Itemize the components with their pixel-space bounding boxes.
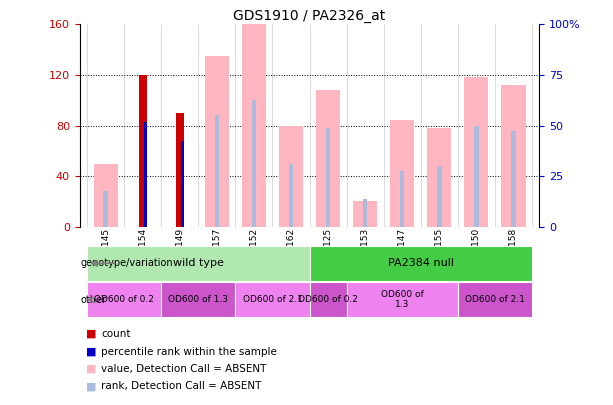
Bar — [235, 282, 310, 317]
Bar — [87, 246, 310, 281]
Text: OD600 of
1.3: OD600 of 1.3 — [381, 290, 424, 309]
Bar — [346, 282, 458, 317]
Bar — [316, 90, 340, 227]
Bar — [289, 164, 293, 227]
Text: OD600 of 1.3: OD600 of 1.3 — [169, 295, 228, 304]
Bar — [501, 85, 525, 227]
Bar — [205, 56, 229, 227]
Bar — [437, 166, 441, 227]
Bar — [161, 282, 235, 317]
Bar — [310, 282, 346, 317]
Text: wild type: wild type — [173, 258, 224, 268]
Text: other: other — [80, 295, 107, 305]
Text: ■: ■ — [86, 329, 96, 339]
Bar — [363, 199, 367, 227]
Bar — [94, 164, 118, 227]
Text: percentile rank within the sample: percentile rank within the sample — [101, 347, 277, 356]
Bar — [176, 113, 184, 227]
Bar — [458, 282, 532, 317]
Text: OD600 of 0.2: OD600 of 0.2 — [298, 295, 358, 304]
Bar — [390, 121, 414, 227]
Text: rank, Detection Call = ABSENT: rank, Detection Call = ABSENT — [101, 382, 262, 391]
Bar — [215, 115, 219, 227]
Bar — [353, 202, 377, 227]
Text: count: count — [101, 329, 131, 339]
Text: ■: ■ — [86, 382, 96, 391]
Bar — [310, 246, 532, 281]
Text: value, Detection Call = ABSENT: value, Detection Call = ABSENT — [101, 364, 267, 374]
Text: OD600 of 2.1: OD600 of 2.1 — [465, 295, 525, 304]
Bar — [252, 100, 256, 227]
Bar — [242, 24, 266, 227]
Bar — [145, 122, 147, 227]
Text: OD600 of 2.1: OD600 of 2.1 — [243, 295, 302, 304]
Bar — [279, 126, 303, 227]
Bar — [87, 282, 161, 317]
Text: PA2384 null: PA2384 null — [388, 258, 454, 268]
Text: OD600 of 0.2: OD600 of 0.2 — [94, 295, 154, 304]
Bar — [326, 128, 330, 227]
Title: GDS1910 / PA2326_at: GDS1910 / PA2326_at — [234, 9, 386, 23]
Bar — [427, 128, 451, 227]
Bar — [474, 126, 479, 227]
Bar — [181, 141, 184, 227]
Bar — [400, 171, 405, 227]
Bar — [465, 77, 489, 227]
Text: genotype/variation: genotype/variation — [80, 258, 173, 268]
Bar — [139, 75, 147, 227]
Text: ■: ■ — [86, 364, 96, 374]
Bar — [104, 192, 108, 227]
Text: ■: ■ — [86, 347, 96, 356]
Bar — [511, 130, 516, 227]
